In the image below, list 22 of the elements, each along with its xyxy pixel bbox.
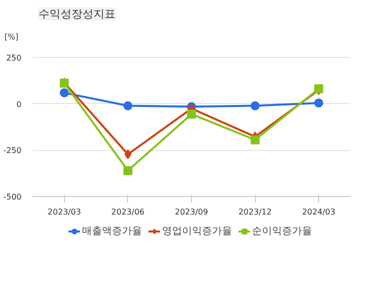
x-tick-label: 2023/06: [111, 208, 145, 216]
point: [124, 149, 132, 160]
x-tick-label: 2023/09: [174, 208, 208, 216]
x-tick-label: 2023/03: [48, 208, 81, 216]
point: [123, 166, 132, 176]
point: [250, 135, 260, 144]
y-tick-label: 0: [16, 100, 22, 109]
y-tick-label: 250: [6, 54, 22, 63]
point: [60, 88, 69, 98]
point: [250, 101, 260, 110]
y-axis-title: [%]: [4, 32, 18, 42]
chart-title: 수익성장성지표: [38, 8, 116, 20]
x-tick-label: 2024/03: [302, 208, 336, 216]
y-tick-label: -500: [3, 192, 22, 202]
point: [187, 110, 196, 119]
y-tick-label: -250: [3, 146, 22, 156]
legend-label: 매출액증가율: [82, 225, 142, 238]
point: [314, 98, 324, 108]
x-tick-label: 2023/12: [238, 208, 272, 216]
point: [123, 101, 132, 110]
legend-label: 순이익증가율: [252, 225, 312, 238]
legend-label: 영업이익증가율: [162, 225, 232, 238]
